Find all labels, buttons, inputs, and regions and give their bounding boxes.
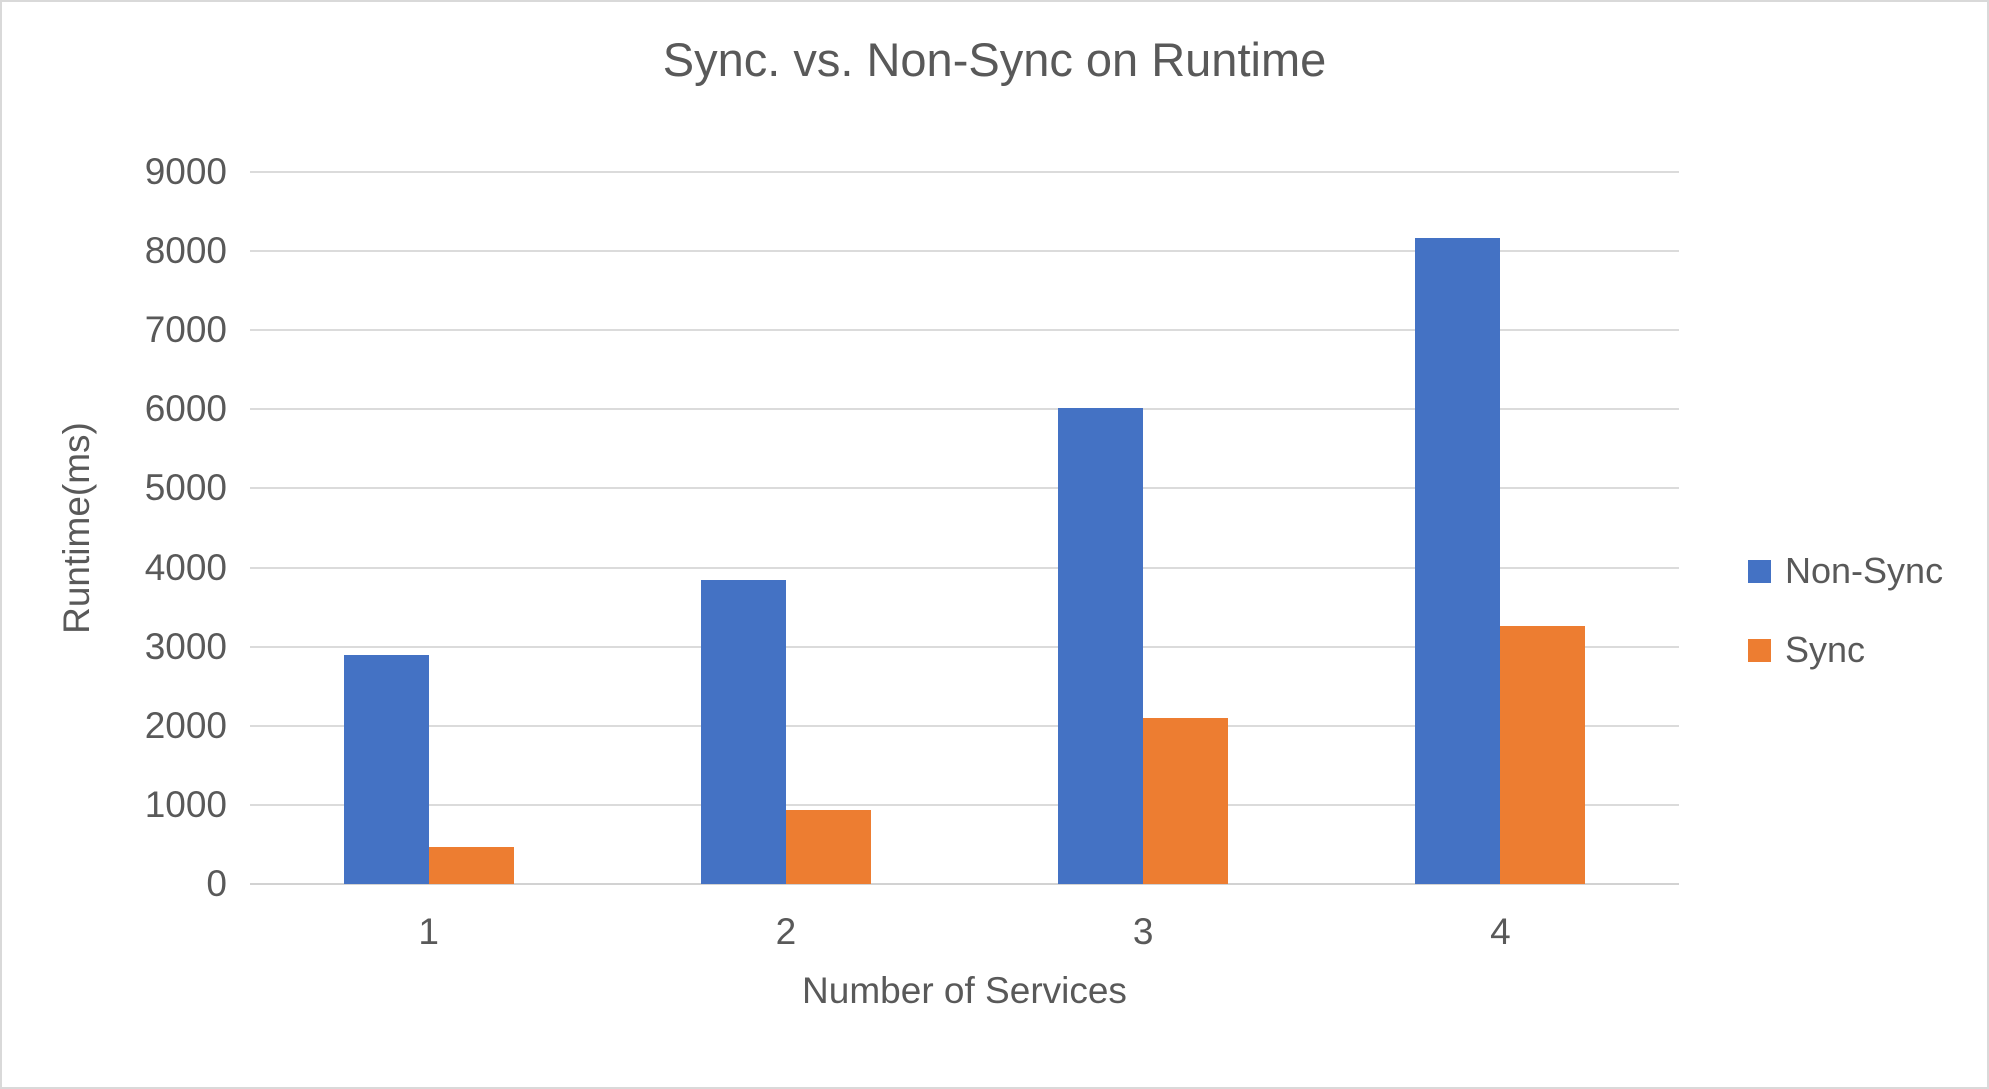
- y-tick-label-4000: 4000: [144, 546, 227, 588]
- x-tick-label-2: 2: [775, 911, 797, 952]
- chart-title: Sync. vs. Non-Sync on Runtime: [662, 33, 1327, 86]
- bar-non-sync-cat-1: [344, 655, 429, 884]
- gridline-1000: [250, 803, 1679, 806]
- legend: Non-Sync Sync: [1748, 553, 1943, 711]
- y-tick-label-9000: 9000: [144, 151, 227, 192]
- bar-non-sync-cat-2: [701, 580, 786, 884]
- y-tick-label-0: 0: [206, 863, 227, 904]
- legend-label-non-sync: Non-Sync: [1785, 550, 1944, 591]
- bar-sync-cat-1: [429, 847, 514, 884]
- y-tick-label-6000: 6000: [144, 388, 227, 430]
- x-tick-label-1: 1: [418, 911, 439, 952]
- x-tick-label-3: 3: [1132, 911, 1154, 952]
- legend-swatch-non-sync-icon: [1748, 559, 1771, 583]
- legend-item-sync: Sync: [1748, 632, 1943, 668]
- gridline-9000: [250, 171, 1679, 173]
- y-tick-label-3000: 3000: [144, 625, 227, 667]
- gridline-2000: [250, 724, 1679, 727]
- bar-sync-cat-4: [1500, 626, 1585, 884]
- legend-label-sync: Sync: [1785, 629, 1866, 670]
- bar-sync-cat-3: [1143, 718, 1228, 884]
- bar-non-sync-cat-3: [1058, 408, 1143, 884]
- bar-non-sync-cat-4: [1415, 238, 1500, 884]
- gridline-3000: [250, 645, 1679, 648]
- gridline-6000: [250, 408, 1679, 411]
- x-axis-title: Number of Services: [802, 970, 1127, 1011]
- y-tick-label-5000: 5000: [144, 467, 227, 509]
- x-axis-line: [250, 883, 1679, 885]
- gridline-7000: [250, 329, 1679, 332]
- y-tick-label-7000: 7000: [144, 309, 227, 351]
- legend-item-non-sync: Non-Sync: [1748, 553, 1943, 589]
- bar-sync-cat-2: [786, 810, 871, 884]
- y-tick-label-2000: 2000: [144, 704, 227, 746]
- legend-swatch-sync-icon: [1748, 638, 1771, 662]
- y-tick-label-8000: 8000: [144, 230, 227, 272]
- gridline-5000: [250, 487, 1679, 490]
- y-axis-title-wrap: Runtime(ms): [42, 172, 112, 884]
- plot-area: [250, 171, 1679, 885]
- x-tick-label-4: 4: [1490, 911, 1511, 952]
- y-tick-label-1000: 1000: [144, 783, 227, 825]
- y-axis-title: Runtime(ms): [56, 422, 97, 634]
- gridline-8000: [250, 250, 1679, 253]
- gridline-4000: [250, 566, 1679, 569]
